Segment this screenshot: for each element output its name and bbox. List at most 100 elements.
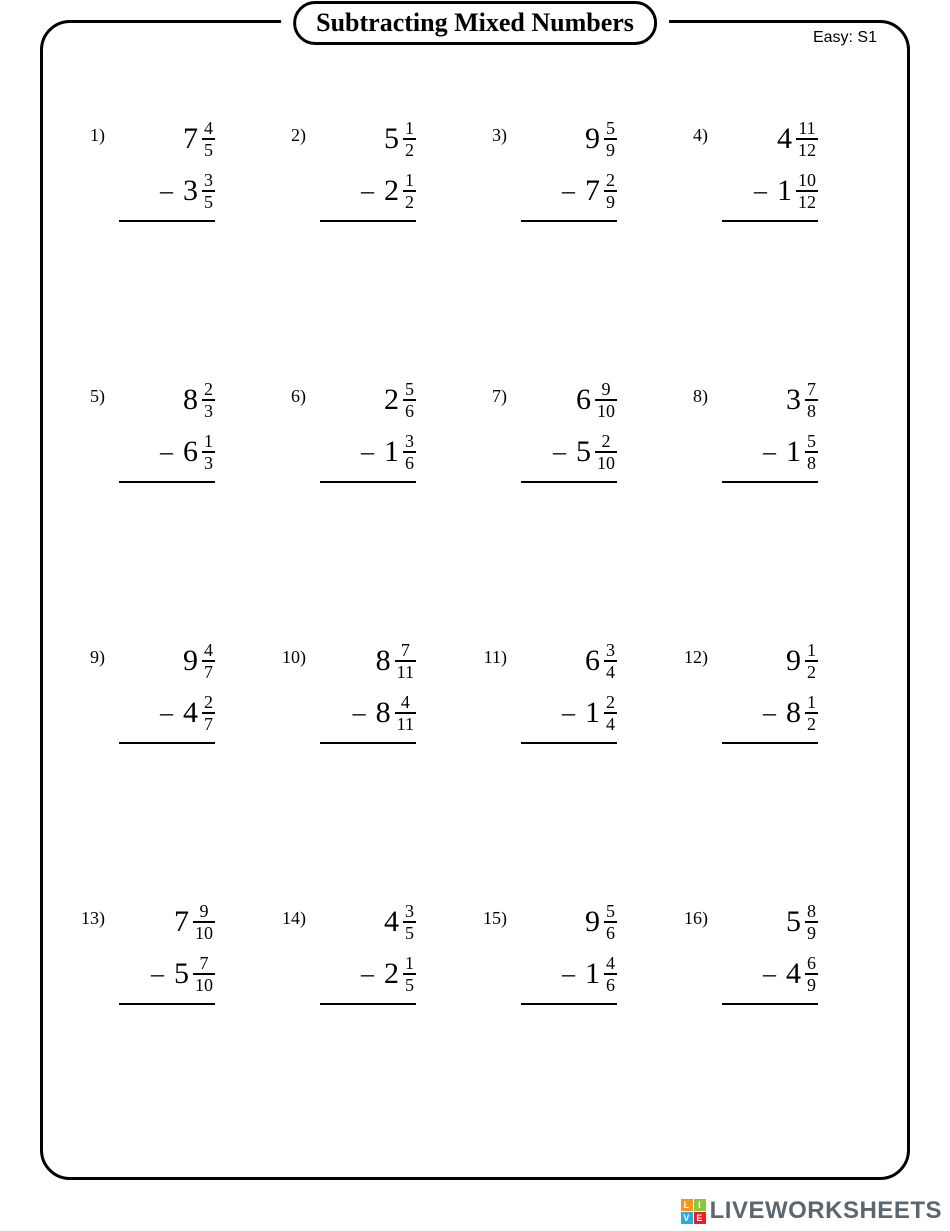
fraction: 89 [805, 902, 818, 942]
minuend-row: 912 [786, 635, 818, 687]
subtrahend-row: –215 [361, 948, 416, 1000]
whole-part: 7 [174, 905, 189, 939]
answer-line [521, 481, 617, 483]
fraction: 46 [604, 954, 617, 994]
problem-stack: 959–729 [521, 113, 617, 222]
fraction: 711 [395, 641, 416, 681]
minuend-row: 8711 [376, 635, 416, 687]
denominator: 2 [805, 712, 818, 733]
numerator: 11 [796, 119, 817, 138]
watermark-badge-cell: E [694, 1212, 706, 1224]
fraction: 210 [595, 432, 617, 472]
fraction: 56 [403, 380, 416, 420]
whole-part: 1 [585, 696, 600, 730]
mixed-number: 5710 [174, 954, 215, 994]
subtrahend-row: –5710 [151, 948, 215, 1000]
answer-line [320, 220, 416, 222]
numerator: 2 [604, 171, 617, 190]
mixed-number: 136 [384, 432, 416, 472]
problem: 13)7910–5710 [73, 896, 274, 1147]
denominator: 10 [193, 973, 215, 994]
whole-part: 4 [777, 122, 792, 156]
minuend-row: 745 [183, 113, 215, 165]
whole-part: 2 [384, 383, 399, 417]
denominator: 11 [395, 712, 416, 733]
fraction: 15 [403, 954, 416, 994]
fraction: 35 [202, 171, 215, 211]
worksheet-page: Subtracting Mixed Numbers Easy: S1 1)745… [40, 20, 910, 1180]
answer-line [119, 1003, 215, 1005]
problem: 10)8711–8411 [274, 635, 475, 886]
whole-part: 6 [585, 644, 600, 678]
problem: 1)745–335 [73, 113, 274, 364]
whole-part: 1 [585, 957, 600, 991]
fraction: 1012 [796, 171, 818, 211]
problem-stack: 589–469 [722, 896, 818, 1005]
minus-sign: – [160, 698, 173, 728]
problem-number: 4) [684, 125, 708, 146]
whole-part: 7 [183, 122, 198, 156]
fraction: 23 [202, 380, 215, 420]
mixed-number: 215 [384, 954, 416, 994]
minuend-row: 959 [585, 113, 617, 165]
fraction: 47 [202, 641, 215, 681]
denominator: 9 [604, 190, 617, 211]
mixed-number: 435 [384, 902, 416, 942]
numerator: 2 [202, 380, 215, 399]
answer-line [119, 220, 215, 222]
watermark: LIVE LIVEWORKSHEETS [681, 1197, 942, 1225]
minus-sign: – [562, 698, 575, 728]
fraction: 12 [805, 693, 818, 733]
mixed-number: 6910 [576, 380, 617, 420]
numerator: 7 [805, 380, 818, 399]
numerator: 9 [198, 902, 211, 921]
denominator: 9 [604, 138, 617, 159]
mixed-number: 613 [183, 432, 215, 472]
subtrahend-row: –427 [160, 687, 215, 739]
mixed-number: 8711 [376, 641, 416, 681]
answer-line [722, 481, 818, 483]
numerator: 1 [805, 693, 818, 712]
fraction: 910 [595, 380, 617, 420]
denominator: 12 [796, 138, 818, 159]
minus-sign: – [361, 437, 374, 467]
problem-stack: 912–812 [722, 635, 818, 744]
mixed-number: 823 [183, 380, 215, 420]
whole-part: 1 [384, 435, 399, 469]
minus-sign: – [160, 437, 173, 467]
mixed-number: 378 [786, 380, 818, 420]
denominator: 5 [202, 138, 215, 159]
problem-number: 3) [483, 125, 507, 146]
minus-sign: – [763, 698, 776, 728]
watermark-text: LIVEWORKSHEETS [710, 1197, 942, 1225]
fraction: 59 [604, 119, 617, 159]
numerator: 1 [403, 954, 416, 973]
fraction: 36 [403, 432, 416, 472]
minus-sign: – [754, 176, 767, 206]
subtrahend-row: –136 [361, 426, 416, 478]
problem-stack: 6910 –5210 [521, 374, 617, 483]
minus-sign: – [562, 959, 575, 989]
subtrahend-row: –124 [562, 687, 617, 739]
numerator: 9 [600, 380, 613, 399]
problem-number: 2) [282, 125, 306, 146]
answer-line [320, 742, 416, 744]
answer-line [320, 481, 416, 483]
subtrahend-row: –5210 [553, 426, 617, 478]
subtrahend-row: –212 [361, 165, 416, 217]
minuend-row: 41112 [777, 113, 818, 165]
whole-part: 8 [376, 696, 391, 730]
fraction: 69 [805, 954, 818, 994]
denominator: 6 [604, 921, 617, 942]
problem-number: 9) [81, 647, 105, 668]
problem-number: 10) [282, 647, 306, 668]
fraction: 12 [403, 119, 416, 159]
answer-line [521, 742, 617, 744]
mixed-number: 947 [183, 641, 215, 681]
whole-part: 2 [384, 957, 399, 991]
problem-number: 14) [282, 908, 306, 929]
denominator: 2 [805, 660, 818, 681]
fraction: 710 [193, 954, 215, 994]
whole-part: 3 [786, 383, 801, 417]
minus-sign: – [553, 437, 566, 467]
